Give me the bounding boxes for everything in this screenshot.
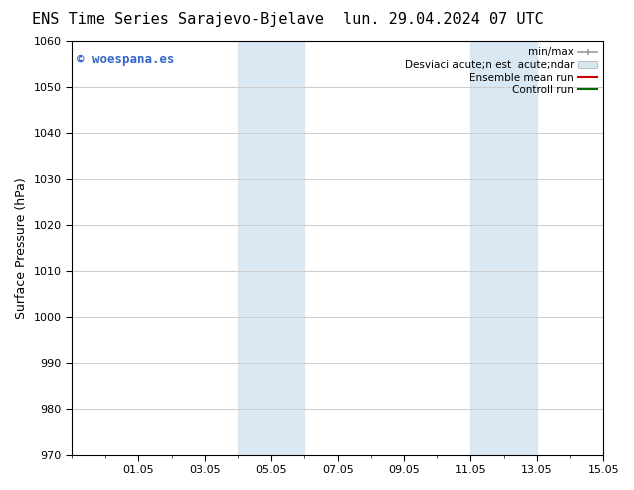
Text: © woespana.es: © woespana.es xyxy=(77,53,175,67)
Legend: min/max, Desviaci acute;n est  acute;ndar, Ensemble mean run, Controll run: min/max, Desviaci acute;n est acute;ndar… xyxy=(400,43,601,99)
Text: ENS Time Series Sarajevo-Bjelave: ENS Time Series Sarajevo-Bjelave xyxy=(32,12,323,27)
Y-axis label: Surface Pressure (hPa): Surface Pressure (hPa) xyxy=(15,177,28,318)
Bar xyxy=(238,41,304,455)
Bar xyxy=(470,41,537,455)
Text: lun. 29.04.2024 07 UTC: lun. 29.04.2024 07 UTC xyxy=(344,12,544,27)
